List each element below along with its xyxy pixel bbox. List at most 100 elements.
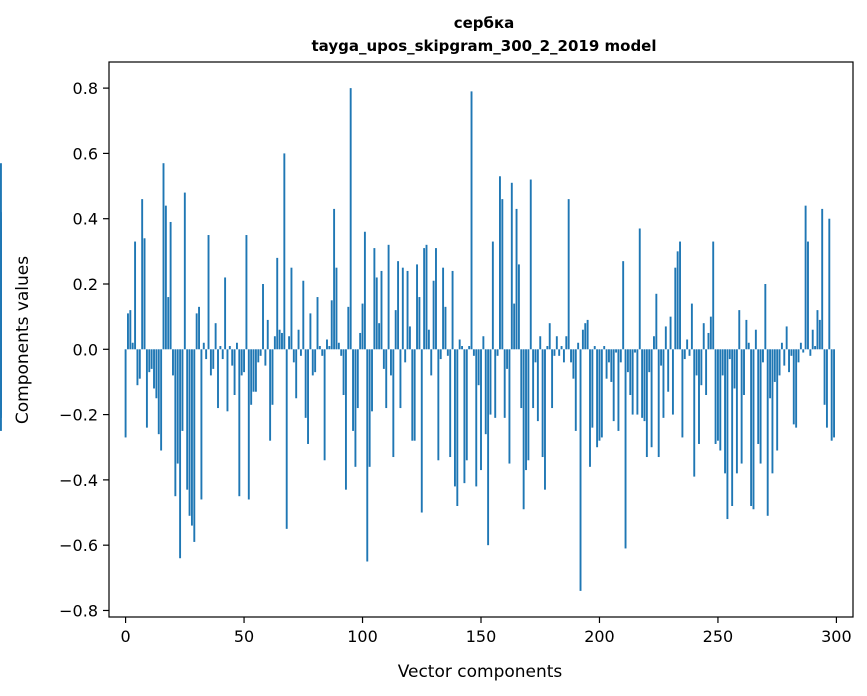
bar-144 [465, 349, 468, 461]
bar-241 [695, 349, 698, 376]
x-axis-ticks: 0 50 100 150 200 250 300 [120, 617, 852, 646]
bar-258 [735, 349, 738, 474]
bar-117 [401, 267, 404, 350]
bar-41 [221, 349, 224, 360]
bar-189 [572, 349, 575, 379]
bar-59 [264, 349, 267, 366]
bar-276 [778, 349, 781, 376]
bar-209 [619, 349, 622, 363]
bar-undefined [0, 349, 2, 418]
bar-108 [380, 270, 383, 350]
bar-55 [254, 349, 257, 392]
bar-235 [681, 349, 684, 438]
bar-73 [297, 329, 300, 350]
bar-48 [238, 349, 241, 497]
bar-16 [162, 163, 165, 350]
bar-272 [769, 349, 772, 399]
bar-27 [188, 349, 191, 516]
bar-82 [318, 346, 321, 350]
bar-176 [541, 349, 544, 458]
bar-161 [506, 349, 509, 369]
bar-214 [631, 349, 634, 415]
bar-172 [532, 349, 535, 409]
y-tick-label: 0.6 [73, 144, 98, 163]
bar-104 [371, 349, 373, 412]
bar-244 [702, 323, 705, 350]
bar-210 [622, 261, 625, 350]
bar-92 [342, 349, 345, 395]
bar-136 [446, 349, 449, 356]
bar-247 [709, 316, 712, 350]
bar-undefined [0, 277, 2, 350]
bar-293 [818, 319, 821, 350]
bar-263 [747, 342, 750, 350]
bar-228 [664, 326, 667, 350]
bar-216 [636, 349, 639, 415]
bar-218 [641, 349, 644, 418]
bar-193 [581, 329, 584, 350]
bar-233 [676, 251, 679, 350]
bar-81 [316, 297, 319, 350]
bar-64 [276, 257, 279, 350]
bar-297 [828, 218, 831, 350]
bar-219 [643, 349, 646, 422]
bar-174 [536, 349, 539, 422]
bar-4 [134, 241, 137, 350]
bar-286 [802, 349, 805, 353]
x-tick-label: 50 [234, 627, 254, 646]
bar-24 [181, 349, 184, 431]
bar-238 [688, 349, 691, 356]
bar-6 [138, 349, 141, 379]
bar-290 [811, 329, 814, 350]
bar-268 [759, 349, 762, 464]
bar-225 [657, 349, 660, 458]
bar-192 [579, 349, 582, 591]
bar-181 [553, 349, 556, 356]
bar-230 [669, 316, 672, 350]
x-tick-label: 100 [347, 627, 378, 646]
bar-260 [740, 349, 743, 464]
x-axis-label: Vector components [398, 662, 563, 682]
bar-294 [821, 208, 824, 350]
bar-162 [508, 349, 511, 464]
bar-149 [477, 349, 480, 386]
bar-40 [219, 346, 222, 350]
bar-180 [551, 349, 554, 409]
bar-255 [728, 349, 731, 360]
bar-134 [442, 267, 445, 350]
bar-291 [814, 346, 817, 350]
chart-title: сербка [454, 14, 515, 32]
bar-188 [570, 349, 572, 363]
bar-65 [278, 329, 281, 350]
bar-30 [195, 313, 198, 350]
bar-100 [361, 303, 364, 350]
bar-2 [129, 310, 132, 350]
y-tick-label: −0.2 [59, 406, 98, 425]
bar-198 [593, 346, 596, 350]
bar-132 [437, 349, 440, 461]
bar-237 [686, 339, 689, 350]
bar-170 [527, 349, 530, 461]
y-tick-label: 0.0 [73, 340, 98, 359]
bar-211 [624, 349, 627, 549]
bar-85 [326, 339, 328, 350]
bar-248 [712, 241, 715, 350]
y-tick-label: −0.4 [59, 471, 98, 490]
bar-54 [252, 349, 255, 392]
bar-139 [453, 349, 456, 487]
bar-103 [368, 349, 371, 467]
bar-114 [394, 310, 397, 350]
bar-52 [247, 349, 250, 500]
bar-9 [145, 349, 148, 428]
bar-152 [484, 349, 487, 435]
bar-60 [266, 319, 269, 350]
bar-208 [617, 349, 620, 431]
bar-83 [321, 349, 324, 356]
bar-56 [257, 349, 260, 363]
bar-66 [281, 332, 283, 350]
bar-197 [591, 349, 594, 428]
bar-177 [544, 349, 546, 490]
x-tick-label: 150 [466, 627, 497, 646]
bar-62 [271, 349, 274, 405]
